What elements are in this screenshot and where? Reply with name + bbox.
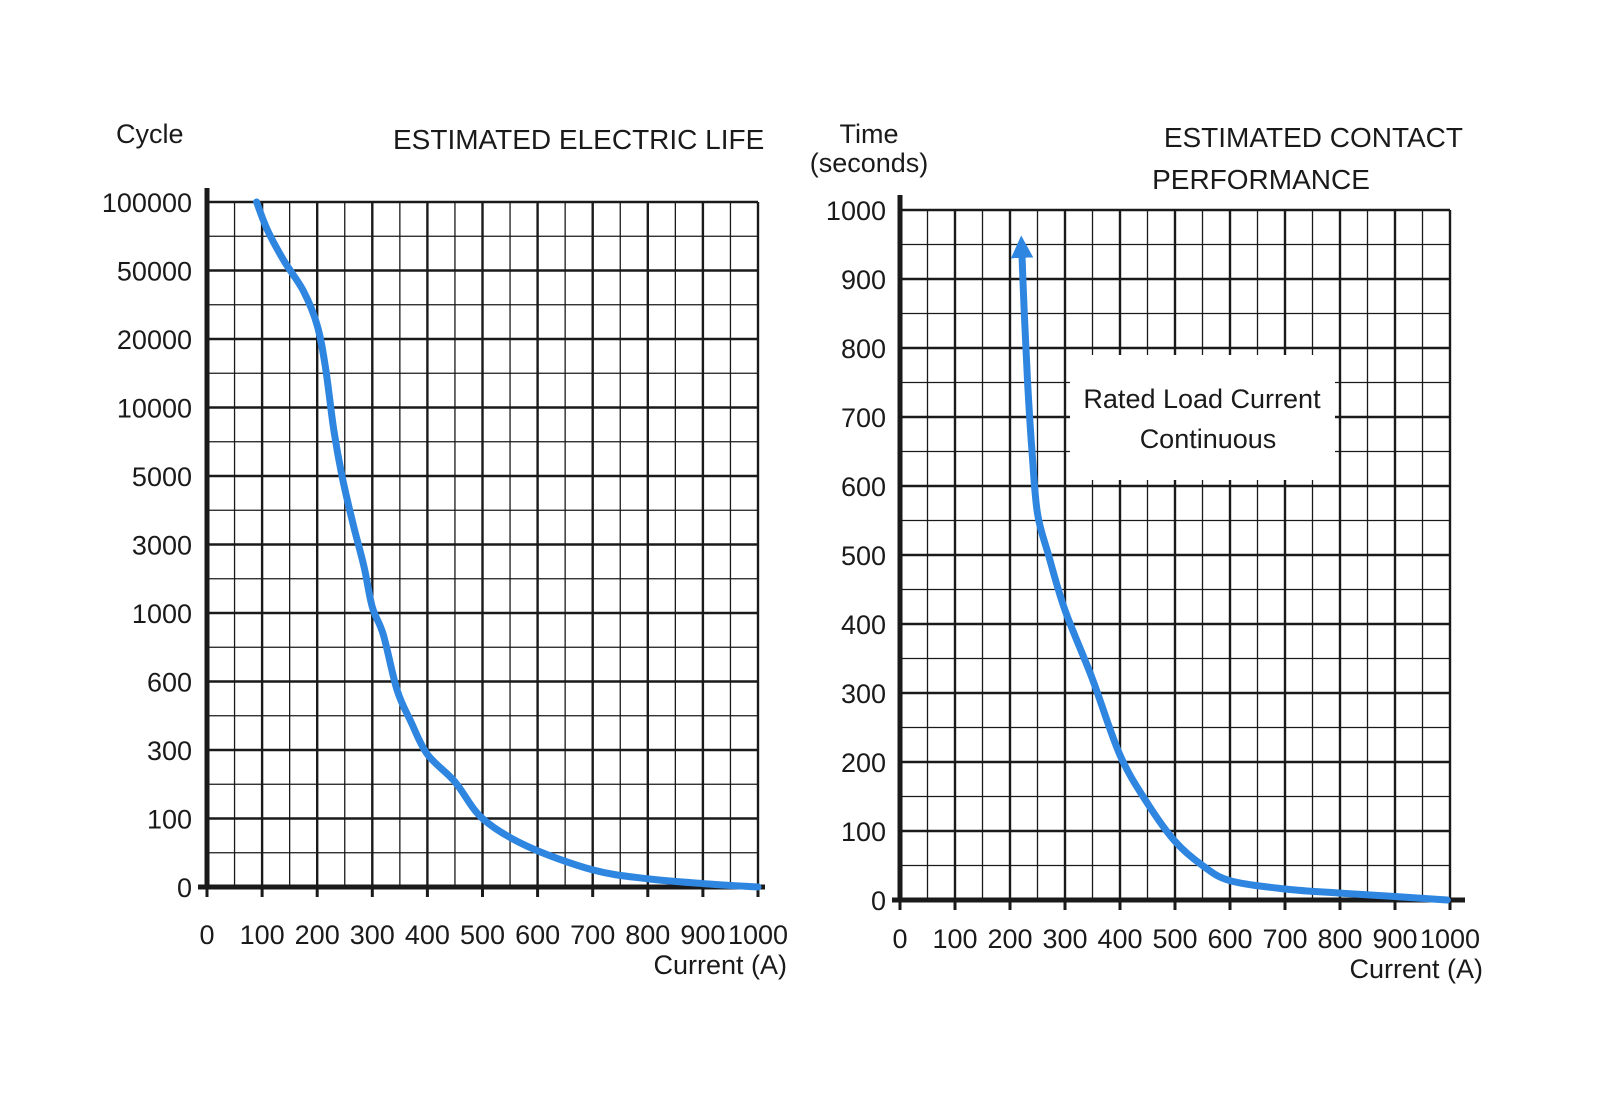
x-tick-label: 100 (932, 924, 977, 954)
electric-life-x-ticks: 0 100 200 300 400 500 600 700 800 900 1000 (199, 920, 788, 950)
electric-life-curve-layer (253, 198, 762, 891)
x-tick-label: 1000 (1420, 924, 1480, 954)
electric-life-chart: 0100300600100030005000100002000050000100… (102, 119, 788, 980)
contact-performance-y-ticks: 0 100 200 300 400 500 600 700 800 900 1000 (826, 196, 886, 916)
contact-performance-grid (898, 208, 1452, 902)
x-tick-label: 100 (240, 920, 285, 950)
y-tick-label: 0 (177, 873, 192, 903)
y-tick-label: 400 (841, 610, 886, 640)
annotation-line-2: Continuous (1140, 424, 1277, 454)
contact-performance-curve (1010, 235, 1451, 904)
x-tick-label: 800 (625, 920, 670, 950)
x-tick-label: 700 (570, 920, 615, 950)
y-tick-label: 10000 (117, 394, 192, 424)
electric-life-curve (253, 198, 762, 891)
y-tick-label: 700 (841, 403, 886, 433)
y-tick-label: 20000 (117, 325, 192, 355)
y-tick-label: 0 (871, 886, 886, 916)
y-tick-label: 800 (841, 334, 886, 364)
y-tick-label: 300 (147, 736, 192, 766)
contact-performance-y-axis-title-line-1: Time (840, 119, 899, 149)
y-tick-label: 600 (147, 668, 192, 698)
contact-performance-curve-layer (1010, 235, 1451, 904)
x-tick-label: 600 (515, 920, 560, 950)
electric-life-grid (205, 200, 760, 889)
x-tick-label: 600 (1207, 924, 1252, 954)
electric-life-x-axis-title: Current (A) (653, 950, 787, 980)
y-tick-label: 100000 (102, 188, 192, 218)
x-tick-label: 700 (1262, 924, 1307, 954)
contact-performance-x-axis-title: Current (A) (1349, 954, 1483, 984)
y-tick-label: 300 (841, 679, 886, 709)
y-tick-label: 100 (147, 805, 192, 835)
x-tick-label: 0 (892, 924, 907, 954)
x-tick-label: 800 (1317, 924, 1362, 954)
x-tick-label: 200 (295, 920, 340, 950)
x-tick-label: 900 (680, 920, 725, 950)
annotation-line-1: Rated Load Current (1083, 384, 1321, 414)
x-tick-label: 500 (460, 920, 505, 950)
y-tick-label: 600 (841, 472, 886, 502)
contact-performance-title-line-1: ESTIMATED CONTACT (1164, 122, 1463, 153)
x-tick-label: 1000 (728, 920, 788, 950)
x-tick-label: 400 (1097, 924, 1142, 954)
contact-performance-axes (892, 195, 1465, 910)
x-tick-label: 300 (350, 920, 395, 950)
y-tick-label: 3000 (132, 531, 192, 561)
y-tick-label: 1000 (826, 196, 886, 226)
contact-performance-y-axis-title-line-2: (seconds) (810, 148, 929, 178)
y-tick-label: 500 (841, 541, 886, 571)
x-tick-label: 500 (1152, 924, 1197, 954)
annotation-box (1070, 355, 1335, 480)
electric-life-title: ESTIMATED ELECTRIC LIFE (393, 124, 764, 155)
electric-life-y-axis-title: Cycle (116, 119, 184, 149)
x-tick-label: 400 (405, 920, 450, 950)
x-tick-label: 200 (987, 924, 1032, 954)
y-tick-label: 100 (841, 817, 886, 847)
x-tick-label: 0 (199, 920, 214, 950)
y-tick-label: 900 (841, 265, 886, 295)
y-tick-label: 1000 (132, 599, 192, 629)
electric-life-axes (198, 188, 765, 897)
y-tick-label: 50000 (117, 257, 192, 287)
electric-life-y-ticks: 0 100 300 600 1000 3000 5000 10000 20000 50000 100… (102, 188, 192, 903)
y-tick-label: 200 (841, 748, 886, 778)
y-tick-label: 5000 (132, 462, 192, 492)
contact-performance-x-ticks: 0 100 200 300 400 500 600 700 800 900 1000 (892, 924, 1480, 954)
x-tick-label: 900 (1372, 924, 1417, 954)
contact-performance-title-line-2: PERFORMANCE (1152, 164, 1370, 195)
x-tick-label: 300 (1042, 924, 1087, 954)
